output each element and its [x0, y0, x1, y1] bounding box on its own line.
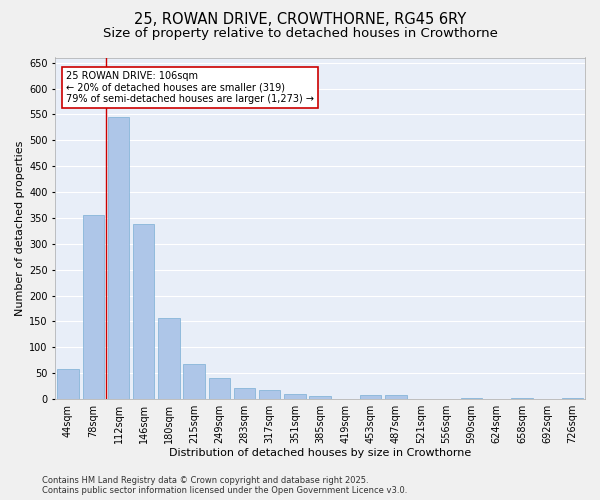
- Bar: [184, 364, 205, 399]
- Bar: [259, 390, 280, 399]
- Bar: [511, 398, 533, 399]
- Text: 25, ROWAN DRIVE, CROWTHORNE, RG45 6RY: 25, ROWAN DRIVE, CROWTHORNE, RG45 6RY: [134, 12, 466, 28]
- Text: Contains HM Land Registry data © Crown copyright and database right 2025.
Contai: Contains HM Land Registry data © Crown c…: [42, 476, 407, 495]
- Bar: [83, 216, 104, 399]
- Bar: [58, 369, 79, 399]
- Bar: [284, 394, 306, 399]
- Y-axis label: Number of detached properties: Number of detached properties: [15, 140, 25, 316]
- Bar: [209, 378, 230, 399]
- Bar: [562, 398, 583, 399]
- Bar: [108, 117, 129, 399]
- Bar: [360, 395, 382, 399]
- Bar: [234, 388, 255, 399]
- Text: Size of property relative to detached houses in Crowthorne: Size of property relative to detached ho…: [103, 28, 497, 40]
- Text: 25 ROWAN DRIVE: 106sqm
← 20% of detached houses are smaller (319)
79% of semi-de: 25 ROWAN DRIVE: 106sqm ← 20% of detached…: [66, 71, 314, 104]
- Bar: [385, 395, 407, 399]
- X-axis label: Distribution of detached houses by size in Crowthorne: Distribution of detached houses by size …: [169, 448, 472, 458]
- Bar: [310, 396, 331, 399]
- Bar: [158, 318, 179, 399]
- Bar: [133, 224, 154, 399]
- Bar: [461, 398, 482, 399]
